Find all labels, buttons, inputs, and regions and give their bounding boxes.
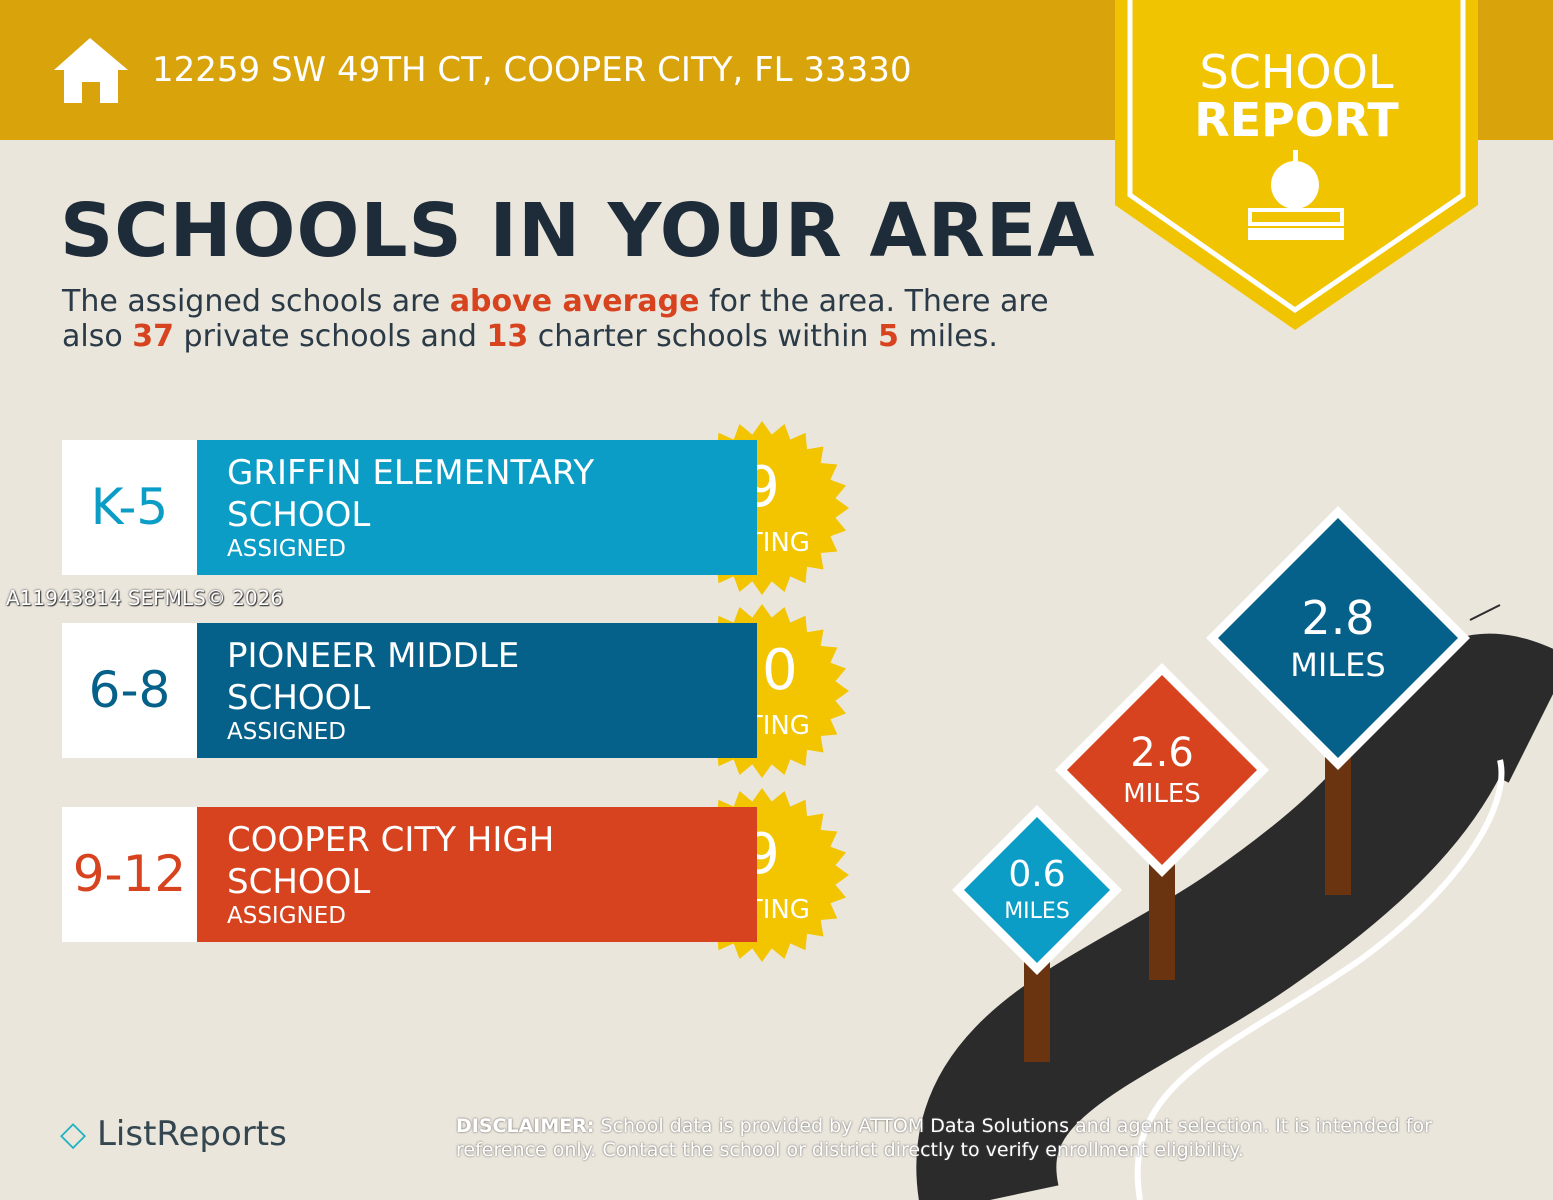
badge-text: SCHOOL REPORT xyxy=(1115,48,1478,144)
sign-unit: MILES xyxy=(1290,646,1385,684)
summary-part: The assigned schools are xyxy=(62,284,450,319)
disclaimer-text: School data is provided by ATTOM Data So… xyxy=(456,1115,1432,1161)
sign-inner xyxy=(964,817,1110,963)
summary-part: private schools and xyxy=(174,319,487,354)
road xyxy=(916,633,1553,1200)
grade-box: 6-8 xyxy=(62,623,197,758)
watermark: A11943814 SEFMLS© 2026 xyxy=(6,586,284,610)
sign-unit: MILES xyxy=(1123,779,1201,809)
title: SCHOOLS IN YOUR AREA xyxy=(60,188,1096,274)
badge-line: REPORT xyxy=(1194,93,1399,147)
sign-unit: MILES xyxy=(1004,899,1070,924)
sign-inner xyxy=(1067,675,1257,865)
badge-outline xyxy=(1127,0,1466,314)
summary-part: 5 xyxy=(877,319,899,354)
school-status: ASSIGNED xyxy=(227,903,346,929)
apple-books-icon xyxy=(1248,150,1344,240)
badge-line: SCHOOL xyxy=(1199,45,1394,99)
summary-part: charter schools within xyxy=(528,319,878,354)
summary-part: miles. xyxy=(898,319,998,354)
summary-part: above average xyxy=(449,284,700,319)
school-bar: GRIFFIN ELEMENTARY SCHOOL ASSIGNED xyxy=(197,440,757,575)
grade-box: 9-12 xyxy=(62,807,197,942)
summary-part: 13 xyxy=(486,319,529,354)
sign-distance: 2.8 xyxy=(1301,591,1374,645)
summary-part: for the area. There are also xyxy=(62,284,1049,354)
road-edge xyxy=(1469,604,1501,621)
disclaimer-label: DISCLAIMER: xyxy=(456,1115,595,1137)
school-status: ASSIGNED xyxy=(227,719,346,745)
summary-part: 37 xyxy=(132,319,174,354)
logo-text: ListReports xyxy=(96,1114,287,1154)
school-name: COOPER CITY HIGH SCHOOL xyxy=(227,820,555,902)
school-name: GRIFFIN ELEMENTARY SCHOOL xyxy=(227,453,595,535)
sign-distance: 0.6 xyxy=(1008,854,1065,895)
school-status: ASSIGNED xyxy=(227,536,346,562)
address: 12259 SW 49TH CT, COOPER CITY, FL 33330 xyxy=(152,50,912,90)
school-bar: PIONEER MIDDLE SCHOOL ASSIGNED xyxy=(197,623,757,758)
sign-inner xyxy=(1218,518,1458,758)
logo-icon: ◇ xyxy=(60,1114,87,1154)
school-name: PIONEER MIDDLE SCHOOL xyxy=(227,636,520,718)
disclaimer: DISCLAIMER: School data is provided by A… xyxy=(456,1114,1476,1162)
school-bar: COOPER CITY HIGH SCHOOL ASSIGNED xyxy=(197,807,757,942)
logo: ◇ ListReports xyxy=(60,1114,287,1154)
sign-distance: 2.6 xyxy=(1130,730,1194,776)
summary: The assigned schools are above average f… xyxy=(62,284,1072,354)
road-line xyxy=(1134,759,1505,1200)
grade-box: K-5 xyxy=(62,440,197,575)
home-icon xyxy=(54,38,128,103)
